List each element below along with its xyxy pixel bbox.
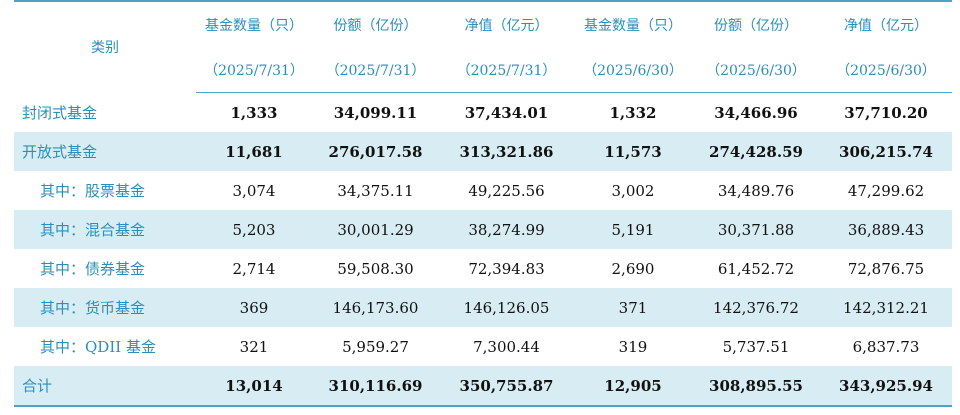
table-cell: 5,203 bbox=[196, 210, 312, 249]
table-cell: 37,710.20 bbox=[844, 103, 928, 122]
table-cell: 308,895.55 bbox=[692, 366, 820, 407]
table-cell: 343,925.94 bbox=[820, 366, 952, 407]
table-cell: 47,299.62 bbox=[847, 181, 925, 200]
table-row: 其中：货币基金 369 146,173.60 146,126.05 371 14… bbox=[14, 288, 952, 327]
table-cell: 371 bbox=[574, 288, 692, 327]
table-cell: 276,017.58 bbox=[312, 132, 439, 171]
row-label: 开放式基金 bbox=[14, 132, 196, 171]
row-label: 封闭式基金 bbox=[22, 103, 98, 122]
header-col-date: （2025/7/31） bbox=[312, 48, 439, 93]
header-col-date: （2025/6/30） bbox=[574, 48, 692, 93]
table-cell: 6,837.73 bbox=[852, 337, 920, 356]
table-cell: 72,394.83 bbox=[468, 259, 545, 278]
header-col-title: 基金数量（只） bbox=[584, 18, 682, 34]
table-row: 其中：债券基金 2,714 59,508.30 72,394.83 2,690 … bbox=[14, 249, 952, 288]
row-label: 其中：货币基金 bbox=[14, 288, 196, 327]
table-cell: 34,489.76 bbox=[717, 181, 795, 200]
row-label: 其中：股票基金 bbox=[40, 182, 146, 200]
table-row: 其中：混合基金 5,203 30,001.29 38,274.99 5,191 … bbox=[14, 210, 952, 249]
header-col-title: 净值（亿元） bbox=[464, 18, 549, 34]
table-cell: 146,126.05 bbox=[439, 288, 574, 327]
table-cell: 310,116.69 bbox=[312, 366, 439, 407]
header-col-title: 净值（亿元） bbox=[844, 18, 928, 34]
table-row: 其中：股票基金 3,074 34,375.11 49,225.56 3,002 … bbox=[14, 171, 952, 210]
row-label: 其中：混合基金 bbox=[14, 210, 196, 249]
table-row: 封闭式基金 1,333 34,099.11 37,434.01 1,332 34… bbox=[14, 93, 952, 133]
table-cell: 3,002 bbox=[611, 181, 655, 200]
header-row-dates: （2025/7/31） （2025/7/31） （2025/7/31） （202… bbox=[14, 48, 952, 93]
table-cell: 38,274.99 bbox=[439, 210, 574, 249]
header-category: 类别 bbox=[91, 40, 119, 57]
table-cell: 313,321.86 bbox=[439, 132, 574, 171]
header-col-date: （2025/6/30） bbox=[820, 48, 952, 93]
table-cell: 11,681 bbox=[196, 132, 312, 171]
table-cell: 142,312.21 bbox=[820, 288, 952, 327]
table-cell: 30,001.29 bbox=[312, 210, 439, 249]
header-col-date: （2025/6/30） bbox=[692, 48, 820, 93]
table-row-total: 合计 13,014 310,116.69 350,755.87 12,905 3… bbox=[14, 366, 952, 407]
table-cell: 321 bbox=[239, 337, 269, 356]
table-cell: 274,428.59 bbox=[692, 132, 820, 171]
row-label: 其中：债券基金 bbox=[40, 260, 146, 278]
table-cell: 30,371.88 bbox=[692, 210, 820, 249]
table-cell: 49,225.56 bbox=[468, 181, 545, 200]
table-cell: 146,173.60 bbox=[312, 288, 439, 327]
fund-statistics-table: 类别 基金数量（只） 份额（亿份） 净值（亿元） 基金数量（只） 份额（亿份） … bbox=[14, 0, 952, 407]
table-cell: 61,452.72 bbox=[717, 259, 795, 278]
row-label: 其中：QDII 基金 bbox=[40, 338, 156, 356]
table-row: 开放式基金 11,681 276,017.58 313,321.86 11,57… bbox=[14, 132, 952, 171]
header-col-title: 基金数量（只） bbox=[205, 18, 303, 34]
table-cell: 59,508.30 bbox=[337, 259, 414, 278]
header-col-title: 份额（亿份） bbox=[333, 18, 418, 34]
header-col-date: （2025/7/31） bbox=[439, 48, 574, 93]
table-cell: 350,755.87 bbox=[439, 366, 574, 407]
header-row-titles: 类别 基金数量（只） 份额（亿份） 净值（亿元） 基金数量（只） 份额（亿份） … bbox=[14, 2, 952, 56]
header-col-title: 份额（亿份） bbox=[714, 18, 798, 34]
table-cell: 36,889.43 bbox=[820, 210, 952, 249]
table-cell: 319 bbox=[618, 337, 648, 356]
table-cell: 1,333 bbox=[230, 103, 278, 122]
table-cell: 2,714 bbox=[232, 259, 276, 278]
table-cell: 12,905 bbox=[574, 366, 692, 407]
table-cell: 369 bbox=[196, 288, 312, 327]
table-cell: 306,215.74 bbox=[820, 132, 952, 171]
table-cell: 34,466.96 bbox=[714, 103, 798, 122]
table-cell: 5,959.27 bbox=[342, 337, 409, 356]
table-cell: 5,737.51 bbox=[722, 337, 790, 356]
table-cell: 5,191 bbox=[574, 210, 692, 249]
table-cell: 1,332 bbox=[609, 103, 657, 122]
row-label: 合计 bbox=[14, 366, 196, 407]
table-cell: 34,099.11 bbox=[333, 103, 418, 122]
table-cell: 3,074 bbox=[232, 181, 276, 200]
table-cell: 72,876.75 bbox=[847, 259, 925, 278]
table-cell: 37,434.01 bbox=[464, 103, 549, 122]
table-cell: 2,690 bbox=[611, 259, 655, 278]
header-col-date: （2025/7/31） bbox=[196, 48, 312, 93]
table-cell: 13,014 bbox=[196, 366, 312, 407]
table-cell: 11,573 bbox=[574, 132, 692, 171]
table-cell: 34,375.11 bbox=[337, 181, 414, 200]
table-cell: 7,300.44 bbox=[473, 337, 540, 356]
table-cell: 142,376.72 bbox=[692, 288, 820, 327]
table-row: 其中：QDII 基金 321 5,959.27 7,300.44 319 5,7… bbox=[14, 327, 952, 366]
